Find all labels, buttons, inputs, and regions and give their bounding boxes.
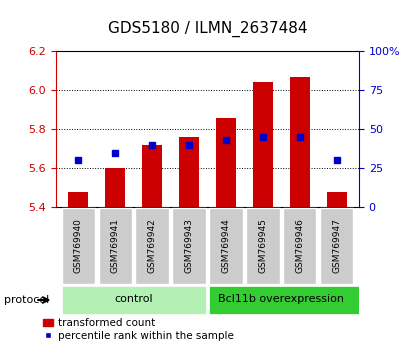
Bar <box>216 118 236 207</box>
Text: GSM769942: GSM769942 <box>148 219 156 273</box>
FancyBboxPatch shape <box>98 208 132 284</box>
FancyBboxPatch shape <box>283 208 317 284</box>
FancyBboxPatch shape <box>135 208 169 284</box>
Text: protocol: protocol <box>4 295 49 305</box>
Bar <box>290 76 310 207</box>
Text: GSM769940: GSM769940 <box>74 218 83 274</box>
FancyBboxPatch shape <box>246 208 280 284</box>
FancyBboxPatch shape <box>172 208 206 284</box>
Text: GSM769941: GSM769941 <box>111 218 120 274</box>
FancyBboxPatch shape <box>209 208 243 284</box>
FancyBboxPatch shape <box>61 286 206 314</box>
FancyBboxPatch shape <box>61 208 95 284</box>
Bar <box>142 145 162 207</box>
Text: GSM769943: GSM769943 <box>185 218 193 274</box>
Text: GSM769946: GSM769946 <box>295 218 304 274</box>
FancyBboxPatch shape <box>320 208 354 284</box>
Text: GSM769947: GSM769947 <box>332 218 341 274</box>
Text: Bcl11b overexpression: Bcl11b overexpression <box>218 295 344 304</box>
Text: control: control <box>114 295 153 304</box>
Bar <box>253 82 273 207</box>
Bar <box>179 137 199 207</box>
Text: GSM769945: GSM769945 <box>259 218 267 274</box>
Legend: transformed count, percentile rank within the sample: transformed count, percentile rank withi… <box>39 314 238 345</box>
FancyBboxPatch shape <box>209 286 359 314</box>
Text: GDS5180 / ILMN_2637484: GDS5180 / ILMN_2637484 <box>108 21 307 37</box>
Text: GSM769944: GSM769944 <box>222 219 230 273</box>
Bar <box>105 168 125 207</box>
Bar <box>68 192 88 207</box>
Bar <box>327 192 347 207</box>
